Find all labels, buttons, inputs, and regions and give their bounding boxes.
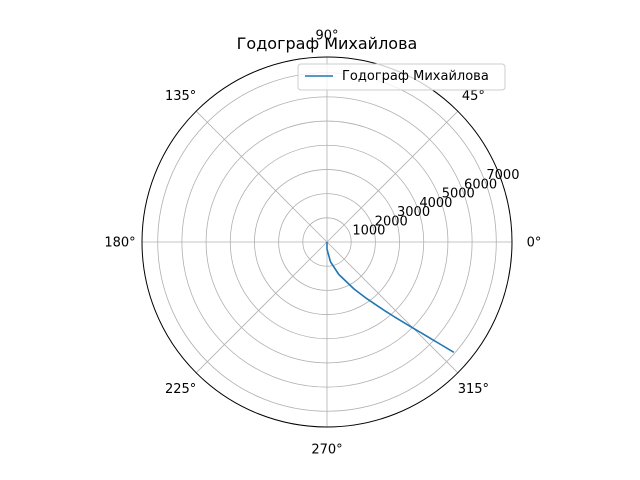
theta-tick-label: 135° (165, 89, 196, 104)
tick-labels: 0° 45° 90° 135° 180° 225° 270° 315° 100020003000… (104, 29, 541, 458)
theta-tick-label: 0° (527, 236, 542, 251)
theta-grid-line (326, 241, 459, 374)
theta-tick-label: 90° (315, 29, 338, 44)
polar-frame (141, 56, 513, 428)
r-tick-label: 2000 (375, 214, 408, 229)
series-line (326, 242, 455, 353)
r-tick-label: 7000 (486, 168, 519, 183)
series-layer (326, 242, 455, 353)
r-tick-label: 3000 (397, 205, 430, 220)
legend-label: Годограф Михайлова (342, 69, 489, 84)
theta-grid-line (326, 110, 459, 243)
theta-tick-label: 270° (311, 443, 342, 458)
theta-tick-label: 315° (458, 382, 489, 397)
r-tick-label: 5000 (442, 187, 475, 202)
legend-frame (297, 63, 506, 91)
r-tick-label: 4000 (419, 196, 452, 211)
r-tick-label: 6000 (464, 177, 497, 192)
legend: Годограф Михайлова (297, 63, 506, 91)
theta-tick-label: 225° (165, 382, 196, 397)
theta-grid-line (195, 241, 328, 374)
theta-tick-label: 180° (104, 236, 135, 251)
theta-grid-line (195, 110, 328, 243)
theta-tick-label: 45° (462, 89, 485, 104)
chart-title: Годограф Михайлова (237, 34, 418, 53)
r-tick-label: 1000 (352, 224, 385, 239)
